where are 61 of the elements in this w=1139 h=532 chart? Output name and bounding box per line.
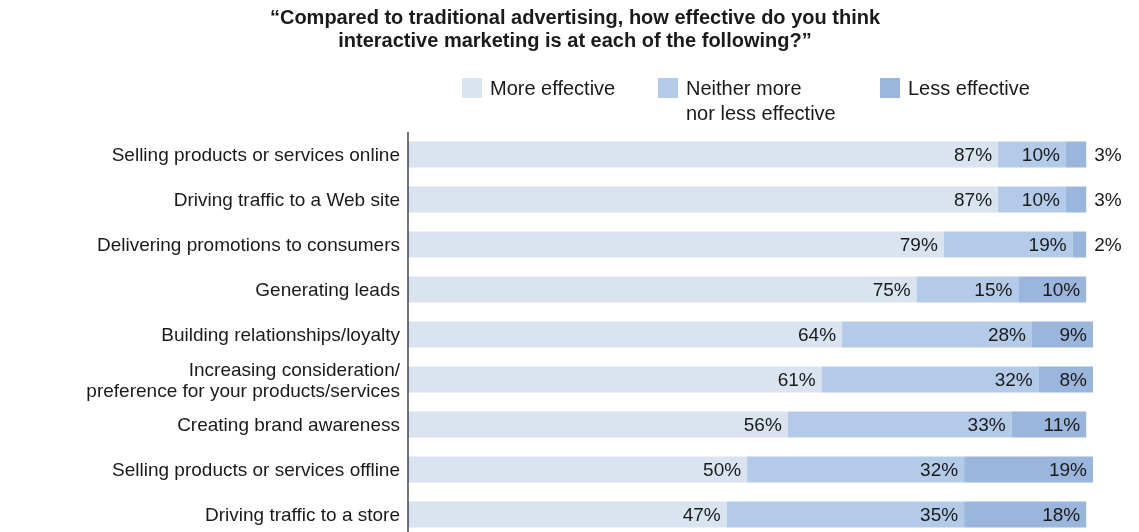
data-label: 79% [899, 234, 938, 255]
data-label: 3% [1094, 189, 1122, 210]
y-tick-label: Driving traffic to a store [204, 504, 400, 525]
data-label: 47% [682, 504, 721, 525]
y-tick-label: Selling products or services online [111, 144, 400, 165]
data-label: 32% [920, 459, 959, 480]
data-label: 19% [1048, 459, 1088, 480]
data-label: 35% [920, 504, 959, 525]
data-label: 61% [777, 369, 816, 390]
data-label: 8% [1059, 369, 1088, 390]
bar [842, 321, 1032, 348]
y-tick-label: Delivering promotions to consumers [96, 234, 400, 255]
bar [821, 366, 1039, 393]
data-label: 32% [994, 369, 1033, 390]
y-tick-label: Selling products or services offline [112, 459, 400, 480]
bar [1072, 231, 1087, 258]
data-label: 33% [967, 414, 1006, 435]
data-label: 64% [798, 324, 837, 345]
y-tick-label: Driving traffic to a Web site [173, 189, 400, 210]
data-label: 75% [872, 279, 911, 300]
y-tick-label: Creating brand awareness [177, 414, 400, 435]
data-label: 18% [1042, 504, 1081, 525]
bar [916, 276, 1019, 303]
legend-label: Less effective [908, 77, 1030, 99]
bar [747, 456, 965, 483]
y-tick-label: Increasing consideration/ preference for your products/services [86, 358, 401, 401]
bar [1065, 141, 1087, 168]
bar [408, 456, 748, 483]
data-label: 19% [1028, 234, 1067, 255]
data-label: 56% [743, 414, 782, 435]
data-label: 10% [1021, 144, 1060, 165]
y-tick-label: Building relationships/loyalty [161, 324, 401, 345]
bar [726, 501, 965, 528]
chart-title: “Compared to traditional advertising, how effective do you think interactive marketing is at each of the following?” [269, 6, 881, 51]
data-label: 87% [954, 189, 993, 210]
bar [964, 456, 1093, 483]
data-label: 15% [974, 279, 1013, 300]
bar [1065, 186, 1087, 213]
legend-label: More effective [490, 77, 616, 99]
data-label: 28% [987, 324, 1027, 345]
y-tick-label: Generating leads [255, 279, 400, 300]
bar [408, 411, 788, 438]
legend-label: Neither more nor less effective [686, 77, 836, 124]
bar [408, 186, 999, 213]
bar [408, 321, 843, 348]
bar [943, 231, 1073, 258]
data-label: 2% [1094, 234, 1122, 255]
bar [964, 501, 1087, 528]
data-label: 10% [1042, 279, 1081, 300]
data-label: 11% [1043, 414, 1081, 435]
data-label: 3% [1094, 144, 1122, 165]
data-label: 10% [1021, 189, 1060, 210]
bar [408, 141, 999, 168]
data-label: 9% [1059, 324, 1088, 345]
bar [408, 276, 917, 303]
bar [787, 411, 1012, 438]
data-label: 50% [703, 459, 742, 480]
data-label: 87% [954, 144, 993, 165]
bar [408, 501, 727, 528]
bar [408, 231, 944, 258]
bar [408, 366, 822, 393]
